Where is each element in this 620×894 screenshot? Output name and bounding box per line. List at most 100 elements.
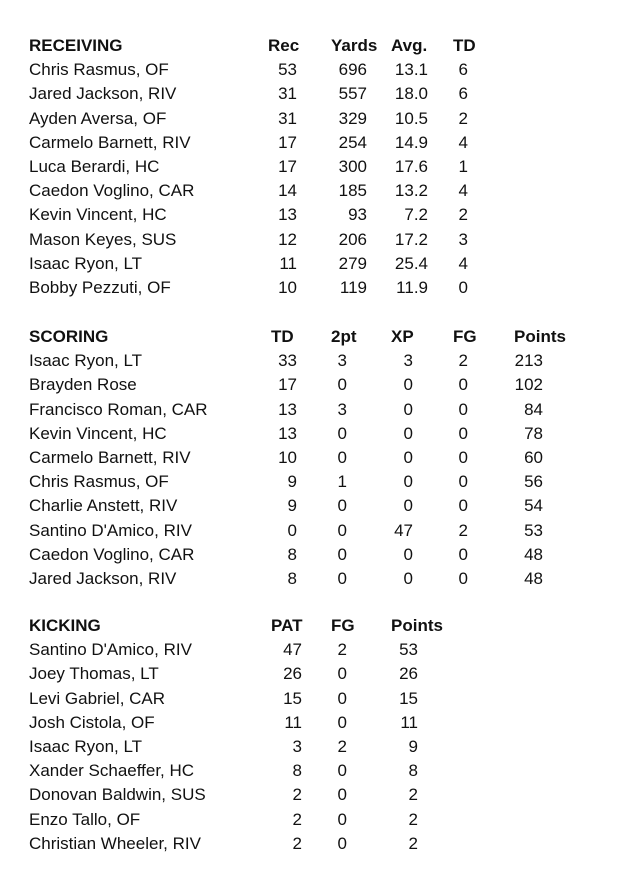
player-name: Luca Berardi, HC bbox=[29, 157, 160, 176]
stat-value: 3 bbox=[458, 230, 468, 249]
stat-value: 2 bbox=[458, 351, 468, 370]
stat-value: 0 bbox=[403, 569, 413, 588]
stat-value: 53 bbox=[399, 640, 418, 659]
stat-value: 0 bbox=[403, 496, 413, 515]
stat-value: 31 bbox=[278, 109, 297, 128]
stat-value: 8 bbox=[287, 569, 297, 588]
stat-value: 17 bbox=[278, 133, 297, 152]
stat-value: 56 bbox=[524, 472, 543, 491]
player-name: Kevin Vincent, HC bbox=[29, 424, 167, 443]
player-name: Brayden Rose bbox=[29, 375, 137, 394]
stat-value: 14 bbox=[278, 181, 297, 200]
stat-value: 6 bbox=[458, 60, 468, 79]
stat-value: 0 bbox=[458, 424, 468, 443]
stat-value: 0 bbox=[458, 496, 468, 515]
stat-value: 254 bbox=[338, 133, 367, 152]
stat-value: 0 bbox=[337, 834, 347, 853]
stat-value: 11 bbox=[400, 713, 418, 732]
stat-value: 0 bbox=[287, 521, 297, 540]
player-name: Kevin Vincent, HC bbox=[29, 205, 167, 224]
stat-value: 2 bbox=[458, 205, 468, 224]
column-header: TD bbox=[453, 36, 476, 55]
stat-value: 13 bbox=[278, 205, 297, 224]
player-name: Christian Wheeler, RIV bbox=[29, 834, 201, 853]
column-header: FG bbox=[331, 616, 355, 635]
stat-value: 11 bbox=[279, 254, 297, 273]
stat-value: 15 bbox=[283, 689, 302, 708]
column-header: Points bbox=[391, 616, 443, 635]
stat-value: 0 bbox=[458, 375, 468, 394]
stat-value: 0 bbox=[458, 448, 468, 467]
stat-value: 119 bbox=[339, 278, 367, 297]
stat-value: 557 bbox=[338, 84, 367, 103]
stat-value: 13 bbox=[278, 424, 297, 443]
stat-value: 26 bbox=[399, 664, 418, 683]
section-title: RECEIVING bbox=[29, 36, 123, 55]
stat-value: 17.6 bbox=[394, 157, 428, 176]
stat-value: 329 bbox=[338, 109, 367, 128]
player-name: Charlie Anstett, RIV bbox=[29, 496, 178, 515]
stat-value: 279 bbox=[338, 254, 367, 273]
column-header: Points bbox=[514, 327, 566, 346]
stat-value: 11.9 bbox=[396, 278, 428, 297]
stat-value: 0 bbox=[337, 785, 347, 804]
player-name: Isaac Ryon, LT bbox=[29, 737, 143, 756]
stat-value: 9 bbox=[287, 496, 297, 515]
stat-value: 3 bbox=[337, 400, 347, 419]
stat-value: 17 bbox=[278, 375, 297, 394]
stat-value: 2 bbox=[292, 785, 302, 804]
stat-value: 25.4 bbox=[394, 254, 428, 273]
stat-value: 17 bbox=[278, 157, 297, 176]
stat-value: 300 bbox=[338, 157, 367, 176]
stat-value: 0 bbox=[403, 472, 413, 491]
stat-value: 8 bbox=[408, 761, 418, 780]
player-name: Caedon Voglino, CAR bbox=[29, 181, 195, 200]
stat-value: 10 bbox=[278, 278, 297, 297]
player-name: Santino D'Amico, RIV bbox=[29, 521, 192, 540]
stat-value: 9 bbox=[287, 472, 297, 491]
player-name: Levi Gabriel, CAR bbox=[29, 689, 166, 708]
stat-value: 0 bbox=[337, 713, 347, 732]
stat-value: 26 bbox=[283, 664, 302, 683]
player-name: Santino D'Amico, RIV bbox=[29, 640, 192, 659]
stat-value: 0 bbox=[337, 545, 347, 564]
stat-value: 0 bbox=[458, 569, 468, 588]
stat-value: 8 bbox=[292, 761, 302, 780]
column-header: Rec bbox=[268, 36, 300, 55]
stat-value: 0 bbox=[337, 689, 347, 708]
player-name: Isaac Ryon, LT bbox=[29, 254, 143, 273]
stat-value: 2 bbox=[292, 834, 302, 853]
stat-value: 213 bbox=[514, 351, 543, 370]
stat-value: 0 bbox=[337, 496, 347, 515]
stat-value: 13.1 bbox=[394, 60, 428, 79]
player-name: Xander Schaeffer, HC bbox=[29, 761, 195, 780]
stat-value: 53 bbox=[278, 60, 297, 79]
stat-value: 17.2 bbox=[394, 230, 428, 249]
stat-value: 0 bbox=[403, 424, 413, 443]
stat-value: 1 bbox=[337, 472, 347, 491]
player-name: Caedon Voglino, CAR bbox=[29, 545, 195, 564]
column-header: Avg. bbox=[391, 36, 428, 55]
stat-value: 102 bbox=[514, 375, 543, 394]
column-header: FG bbox=[453, 327, 477, 346]
player-name: Chris Rasmus, OF bbox=[29, 60, 169, 79]
stat-value: 48 bbox=[524, 569, 543, 588]
stat-value: 13 bbox=[278, 400, 297, 419]
stat-value: 0 bbox=[403, 545, 413, 564]
stat-value: 54 bbox=[524, 496, 543, 515]
stat-value: 84 bbox=[524, 400, 543, 419]
player-name: Carmelo Barnett, RIV bbox=[29, 448, 191, 467]
stat-value: 18.0 bbox=[394, 84, 428, 103]
stat-value: 4 bbox=[458, 254, 468, 273]
stat-value: 10.5 bbox=[394, 109, 428, 128]
column-header: 2pt bbox=[331, 327, 357, 346]
stat-value: 0 bbox=[458, 545, 468, 564]
stat-value: 0 bbox=[337, 424, 347, 443]
stat-value: 696 bbox=[338, 60, 367, 79]
stat-value: 0 bbox=[403, 400, 413, 419]
player-name: Carmelo Barnett, RIV bbox=[29, 133, 191, 152]
stat-value: 2 bbox=[408, 810, 418, 829]
player-name: Jared Jackson, RIV bbox=[29, 84, 177, 103]
player-name: Josh Cistola, OF bbox=[29, 713, 155, 732]
stat-value: 48 bbox=[524, 545, 543, 564]
